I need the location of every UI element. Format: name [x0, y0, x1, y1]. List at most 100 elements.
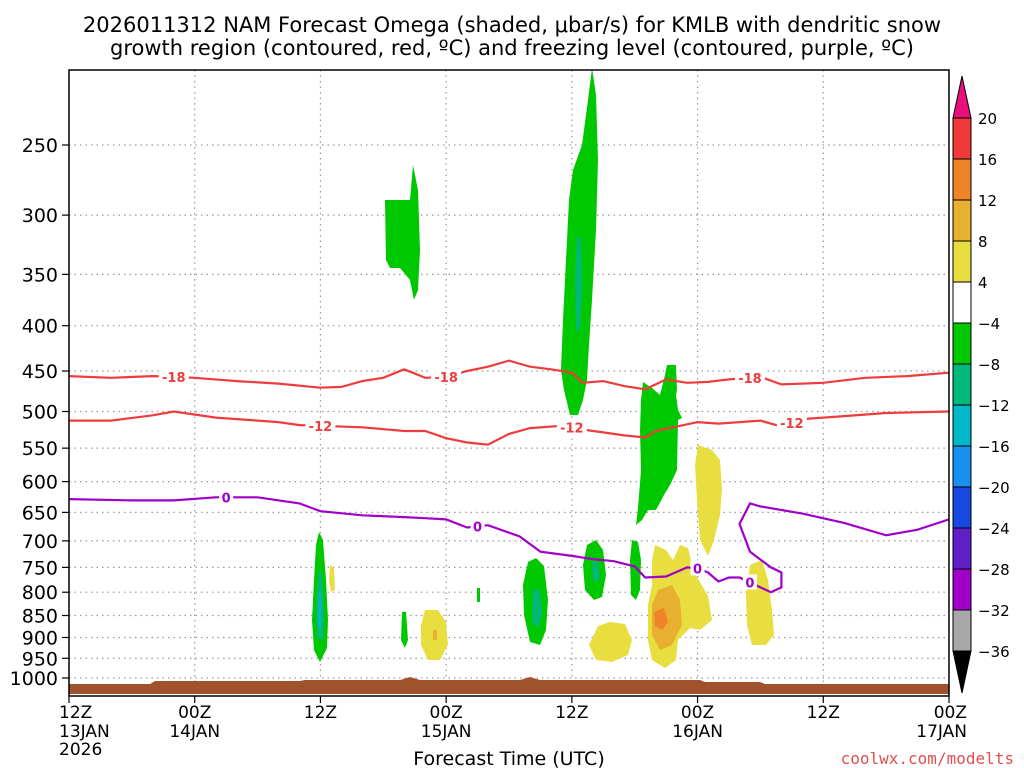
x-tick-label-48: 12Z — [555, 703, 588, 723]
contour-label-bg-2-0 — [219, 489, 234, 505]
y-tick-label-1000: 1000 — [10, 668, 58, 690]
colorbar-cap-top — [952, 75, 972, 119]
colorbar-bin-0 — [952, 117, 972, 160]
y-tick-label-550: 550 — [22, 438, 58, 460]
x-tick-date-0: 13JAN — [59, 722, 110, 742]
omega-region-jet-core — [575, 235, 582, 330]
colorbar-bin-3 — [952, 240, 972, 283]
contour-label-2-0: 0 — [222, 491, 231, 506]
contour-label-1-1: -12 — [560, 422, 584, 437]
contour-label-bg-1-2 — [776, 414, 807, 430]
omega-shading — [312, 70, 774, 668]
y-tick-label-800: 800 — [22, 582, 58, 604]
contour-label-1-0: -12 — [309, 420, 333, 435]
colorbar-label-11: −28 — [978, 561, 1010, 579]
omega-region-low-3 — [477, 588, 480, 602]
colorbar-label-4: 4 — [978, 274, 988, 292]
contour-label-bg-0-2 — [734, 369, 765, 385]
y-tick-label-500: 500 — [22, 402, 58, 424]
y-tick-label-650: 650 — [22, 502, 58, 524]
omega-region-positive-6 — [746, 560, 774, 645]
x-tick-year-0: 2026 — [59, 740, 102, 760]
colorbar-label-13: −36 — [978, 643, 1010, 661]
colorbar-bin-5 — [952, 322, 972, 365]
y-tick-label-450: 450 — [22, 361, 58, 383]
chart-title-line2: growth region (contoured, red, ºC) and f… — [110, 36, 914, 60]
x-tick-label-60: 00Z — [681, 703, 714, 723]
x-tick-date-12: 14JAN — [169, 722, 220, 742]
contour-label-bg-0-1 — [431, 368, 462, 384]
x-tick-label-12: 00Z — [178, 703, 211, 723]
colorbar-label-7: −12 — [978, 397, 1010, 415]
contour-label-bg-2-3 — [742, 574, 757, 590]
omega-region-positive-2-core — [433, 630, 437, 640]
colorbar-bin-4 — [952, 281, 972, 324]
x-tick-date-60: 16JAN — [672, 722, 723, 742]
colorbar-bin-10 — [952, 527, 972, 570]
omega-region-positive-4-core — [654, 608, 668, 630]
grid-lines — [69, 70, 949, 696]
y-axis: 2503003504004505005506006507007508008509… — [10, 135, 69, 690]
colorbar-bin-11 — [952, 568, 972, 611]
y-tick-label-700: 700 — [22, 531, 58, 553]
omega-region-positive-3 — [589, 622, 632, 662]
colorbar-label-12: −32 — [978, 602, 1010, 620]
omega-region-mid-tower-lower — [630, 540, 641, 600]
y-tick-label-750: 750 — [22, 557, 58, 579]
x-tick-label-72: 12Z — [807, 703, 840, 723]
colorbar-label-1: 16 — [978, 151, 997, 169]
plot-frame — [68, 69, 950, 697]
colorbar-bin-8 — [952, 445, 972, 488]
terrain-surface — [69, 677, 949, 694]
colorbar-bin-9 — [952, 486, 972, 529]
contour-labels: -18 -18 -18 -12 -12 -12 0 0 0 0 — [158, 368, 807, 591]
colorbar-label-6: −8 — [978, 356, 1000, 374]
colorbar-cap-bottom — [952, 650, 972, 694]
contour-label-bg-0-0 — [158, 368, 189, 384]
omega-region-positive-5 — [695, 445, 722, 556]
contour-label-0-0: -18 — [162, 371, 186, 386]
x-tick-label-84: 00Z — [934, 703, 967, 723]
y-tick-label-300: 300 — [22, 205, 58, 227]
contour-label-bg-1-1 — [556, 419, 587, 435]
y-tick-label-600: 600 — [22, 472, 58, 494]
colorbar-label-9: −20 — [978, 479, 1010, 497]
y-tick-label-950: 950 — [22, 648, 58, 670]
colorbar-label-0: 20 — [978, 110, 997, 128]
colorbar-label-8: −16 — [978, 438, 1010, 456]
omega-region-mid-tower — [636, 365, 682, 525]
x-tick-label-0: 12Z — [59, 703, 92, 723]
colorbar: 20 16 12 8 4 −4 −8 −12 −16 −20 −24 −28 −32 −36 — [952, 75, 1010, 694]
colorbar-label-3: 8 — [978, 233, 988, 251]
y-tick-label-850: 850 — [22, 606, 58, 628]
contour-label-bg-2-2 — [690, 560, 705, 576]
contour-line-2 — [69, 496, 949, 594]
contour-label-2-2: 0 — [693, 562, 702, 577]
contour-label-bg-1-0 — [305, 417, 336, 433]
omega-region-low-1-inner — [318, 590, 321, 628]
omega-region-low-5-core — [592, 562, 600, 582]
contour-label-0-2: -18 — [738, 372, 762, 387]
colorbar-bin-7 — [952, 404, 972, 447]
x-tick-label-36: 00Z — [430, 703, 463, 723]
omega-region-positive-1 — [329, 565, 335, 592]
y-tick-label-400: 400 — [22, 316, 58, 338]
omega-region-positive-4-mid — [652, 585, 682, 650]
contour-label-2-3: 0 — [745, 576, 754, 591]
contour-line-1 — [69, 410, 949, 446]
omega-region-low-4-core — [532, 590, 542, 628]
x-axis-label: Forecast Time (UTC) — [413, 748, 604, 768]
colorbar-label-2: 12 — [978, 192, 997, 210]
x-tick-date-36: 15JAN — [421, 722, 472, 742]
x-tick-date-84: 17JAN — [916, 722, 967, 742]
contour-label-0-1: -18 — [434, 371, 458, 386]
y-tick-label-250: 250 — [22, 135, 58, 157]
colorbar-bin-12 — [952, 609, 972, 652]
chart-title-line1: 2026011312 NAM Forecast Omega (shaded, μ… — [83, 13, 941, 37]
omega-region-low-2 — [401, 612, 408, 648]
colorbar-bin-1 — [952, 158, 972, 201]
temperature-contours — [69, 359, 949, 594]
omega-region-upper-left — [385, 165, 420, 300]
